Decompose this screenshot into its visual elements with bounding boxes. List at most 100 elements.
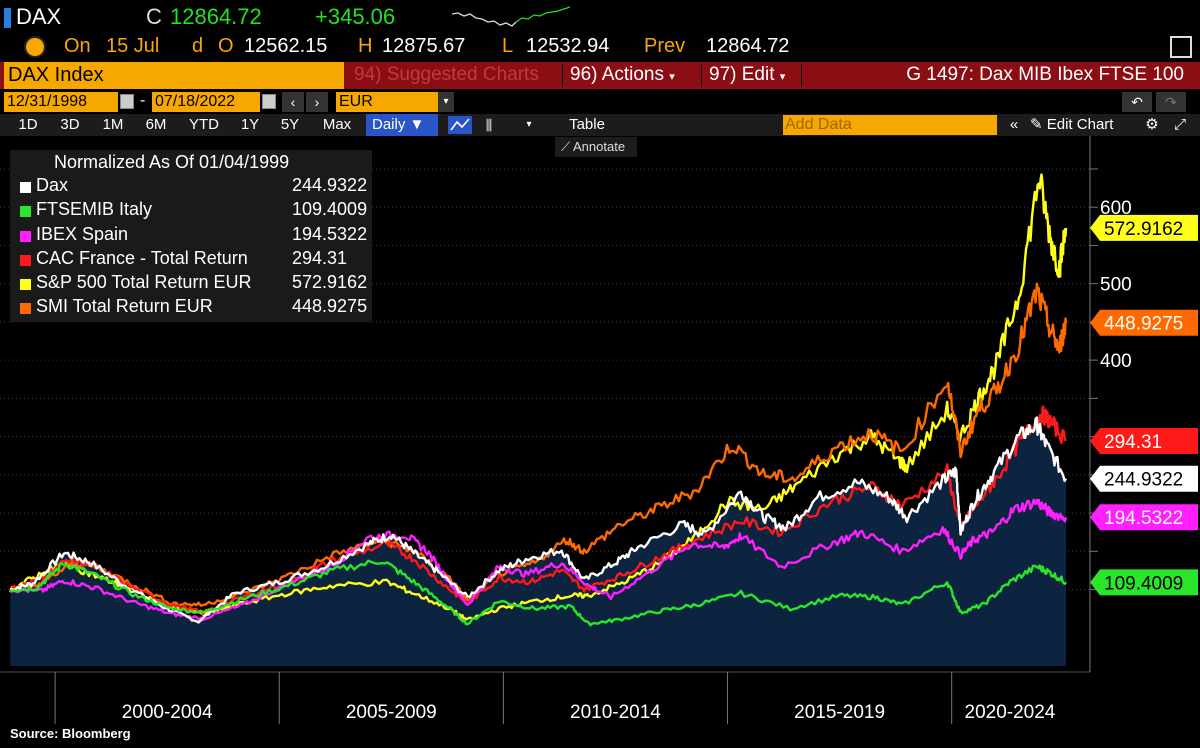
low-label: L (502, 35, 514, 57)
clock-icon[interactable] (24, 36, 46, 58)
x-tick-label: 2020-2024 (965, 702, 1056, 723)
collapse-icon[interactable]: « (1009, 116, 1019, 133)
legend-name: SMI Total Return EUR (36, 296, 213, 316)
popout-icon[interactable] (1170, 36, 1192, 58)
x-tick-label: 2015-2019 (794, 702, 885, 723)
forward-arrow-icon[interactable]: › (306, 92, 328, 112)
line-chart-icon[interactable] (448, 116, 472, 134)
y-tick-label: 600 (1100, 198, 1132, 219)
x-tick-label: 2000-2004 (122, 702, 213, 723)
add-data-input[interactable]: Add Data (783, 115, 997, 135)
settings-icon[interactable]: ⚙ (1145, 116, 1159, 133)
legend-item: Dax 244.9322 (18, 174, 372, 198)
legend: Normalized As Of 01/04/1999 Dax 244.9322… (10, 150, 372, 322)
legend-name: FTSEMIB Italy (36, 199, 153, 219)
legend-swatch (20, 182, 31, 193)
legend-item: CAC France - Total Return 294.31 (18, 247, 372, 271)
legend-value: 572.9162 (292, 272, 368, 292)
pencil-icon: ✎ (1030, 116, 1043, 133)
currency-select[interactable]: EUR (336, 92, 454, 112)
security-field[interactable]: DAX Index (4, 62, 344, 89)
legend-header: Normalized As Of 01/04/1999 (54, 152, 290, 172)
legend-swatch (20, 206, 31, 217)
low-value: 12532.94 (526, 35, 610, 57)
sparkline (452, 6, 570, 27)
legend-value: 194.5322 (292, 224, 368, 244)
actions-menu[interactable]: 96) Actions ▾ (564, 62, 700, 89)
bar-chart-icon[interactable]: ⫼ (485, 117, 493, 133)
last-value-tag-text: 109.4009 (1104, 573, 1183, 594)
legend-item: S&P 500 Total Return EUR 572.9162 (18, 271, 372, 295)
last-value-tag-bg (1090, 504, 1198, 531)
start-date-field[interactable]: 12/31/1998 (4, 92, 118, 112)
open-label: O (218, 35, 234, 57)
x-tick-label: 2005-2009 (346, 702, 437, 723)
period-1y[interactable]: 1Y (240, 116, 260, 133)
frequency-select[interactable]: Daily ▼ (366, 114, 438, 136)
legend-value: 294.31 (292, 248, 348, 268)
period-max[interactable]: Max (322, 116, 352, 133)
chart-title: G 1497: Dax MIB Ibex FTSE 100 (906, 64, 1184, 85)
legend-value: 448.9275 (292, 296, 368, 316)
end-date-field[interactable]: 07/18/2022 (152, 92, 260, 112)
calendar-icon[interactable] (120, 94, 134, 109)
menu-divider (801, 64, 802, 87)
back-arrow-icon[interactable]: ‹ (282, 92, 304, 112)
period-3d[interactable]: 3D (60, 116, 80, 133)
legend-swatch (20, 279, 31, 290)
period-ytd[interactable]: YTD (189, 116, 219, 133)
edit-menu[interactable]: 97) Edit ▾ (703, 62, 799, 89)
redo-icon[interactable]: ↷ (1156, 92, 1186, 112)
period-5y[interactable]: 5Y (280, 116, 300, 133)
high-label: H (358, 35, 373, 57)
table-button[interactable]: Table (569, 116, 605, 133)
legend-item: FTSEMIB Italy 109.4009 (18, 198, 372, 222)
last-value-tag-bg (1090, 427, 1198, 454)
legend-swatch (20, 303, 31, 314)
edit-chart-label: Edit Chart (1046, 116, 1114, 133)
legend-name: Dax (36, 175, 69, 195)
legend-name: CAC France - Total Return (36, 248, 248, 268)
range-dash: - (140, 92, 146, 109)
dax-area-fill (10, 417, 1067, 666)
dropdown-icon: ▾ (669, 71, 675, 83)
expand-icon[interactable]: ⤢ (1173, 116, 1186, 133)
last-value-tag-text: 194.5322 (1104, 508, 1183, 529)
last-value-tag-bg (1090, 309, 1198, 336)
annotate-button[interactable]: ⟋ Annotate (555, 137, 637, 157)
d-label: d (192, 35, 204, 57)
quote-line: On 15 Jul d O 12562.15 H 12875.67 L 1253… (0, 34, 1200, 60)
line-chart: 2000-2004 2005-2009 2010-2014 2015-2019 2020… (0, 136, 1198, 724)
dropdown-icon: ▾ (779, 71, 786, 83)
last-value-tag-text: 294.31 (1104, 432, 1162, 453)
period-1d[interactable]: 1D (18, 116, 38, 133)
undo-icon[interactable]: ↶ (1122, 92, 1152, 112)
period-1m[interactable]: 1M (102, 116, 124, 133)
chevron-down-icon[interactable]: ▾ (438, 92, 454, 112)
last-value-tag: 194.5322 (1090, 504, 1198, 531)
annotate-icon: ⟋ (561, 139, 571, 154)
y-tick-label: 500 (1100, 275, 1132, 296)
annotate-label: Annotate (573, 139, 626, 154)
last-value-tag: 244.9322 (1090, 465, 1198, 492)
last-value-tag-text: 244.9322 (1104, 470, 1183, 491)
edit-chart-button[interactable]: ✎ Edit Chart (1030, 114, 1136, 136)
last-value-tag: 448.9275 (1090, 309, 1198, 336)
last-value-tag: 572.9162 (1090, 214, 1198, 241)
menu-divider (701, 64, 702, 87)
close-label: C (146, 4, 162, 29)
series-lines (9, 173, 1068, 627)
last-value-tag-text: 572.9162 (1104, 219, 1183, 240)
legend-value: 244.9322 (292, 175, 368, 195)
suggested-charts-menu[interactable]: 94) Suggested Charts (354, 64, 539, 85)
legend-item: SMI Total Return EUR 448.9275 (18, 295, 372, 319)
period-bar: 1D 3D 1M 6M YTD 1Y 5Y Max Daily ▼ ⫼ ▾ Ta… (0, 114, 1200, 136)
last-value-tag: 109.4009 (1090, 569, 1198, 596)
chevron-down-icon[interactable]: ▾ (526, 119, 532, 130)
period-6m[interactable]: 6M (145, 116, 167, 133)
legend-name: S&P 500 Total Return EUR (36, 272, 252, 292)
legend-swatch (20, 231, 31, 242)
calendar-icon[interactable] (262, 94, 276, 109)
chart-area: 2000-2004 2005-2009 2010-2014 2015-2019 2020… (0, 136, 1200, 724)
function-bar: DAX Index 94) Suggested Charts 96) Actio… (0, 62, 1200, 89)
